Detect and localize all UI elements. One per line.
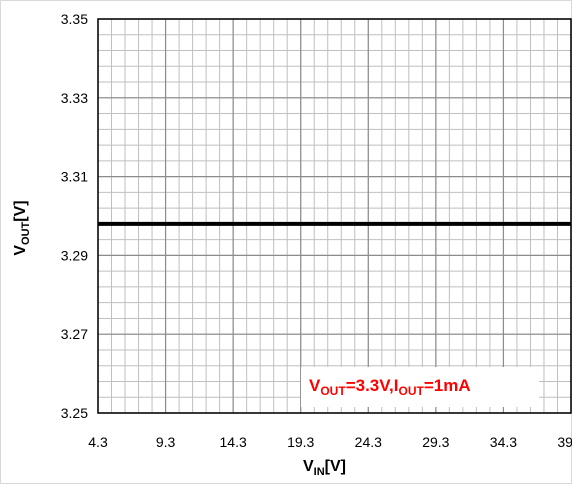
minor-gridlines — [98, 19, 571, 413]
x-tick-label: 34.3 — [490, 434, 517, 450]
x-tick-labels: 4.3 9.3 14.3 19.3 24.3 29.3 34.3 39.3 — [88, 434, 572, 450]
y-tick-label: 3.27 — [61, 326, 88, 342]
x-tick-label: 4.3 — [88, 434, 108, 450]
x-tick-label: 29.3 — [422, 434, 449, 450]
y-tick-labels: 3.25 3.27 3.29 3.31 3.33 3.35 — [61, 11, 88, 421]
y-tick-label: 3.29 — [61, 247, 88, 263]
x-tick-label: 14.3 — [220, 434, 247, 450]
x-tick-label: 19.3 — [287, 434, 314, 450]
x-tick-label: 39.3 — [557, 434, 572, 450]
annotation-box: VOUT=3.3V,IOUT=1mA — [301, 367, 539, 407]
x-tick-label: 9.3 — [156, 434, 176, 450]
x-tick-label: 24.3 — [355, 434, 382, 450]
plot-area-border — [97, 18, 572, 414]
x-axis-title: VIN[V] — [303, 458, 346, 478]
y-axis-title: VOUT[V] — [12, 200, 32, 255]
y-tick-label: 3.31 — [61, 169, 88, 185]
annotation-background — [301, 367, 539, 407]
y-tick-label: 3.35 — [61, 11, 88, 27]
annotation-text: VOUT=3.3V,IOUT=1mA — [309, 376, 471, 398]
major-gridlines — [97, 18, 572, 414]
y-tick-label: 3.25 — [61, 405, 88, 421]
y-tick-label: 3.33 — [61, 90, 88, 106]
